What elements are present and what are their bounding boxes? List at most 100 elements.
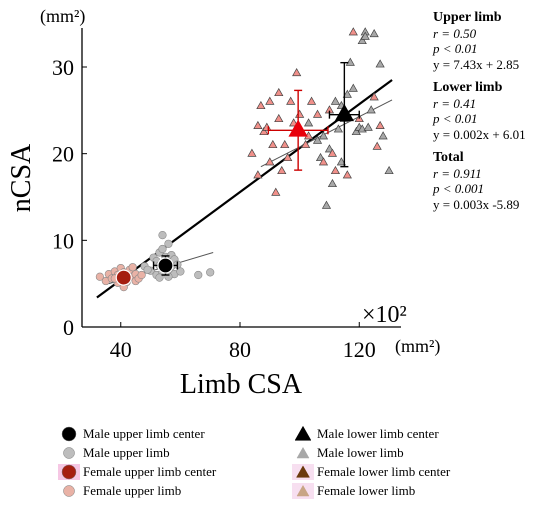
legend-marker — [58, 483, 80, 499]
legend-marker-icon — [296, 464, 310, 478]
data-point — [330, 96, 341, 105]
data-point — [271, 187, 281, 196]
data-point — [315, 152, 326, 162]
legend-label: Male upper limb — [83, 445, 170, 460]
data-point — [295, 109, 305, 118]
data-point — [206, 268, 215, 277]
data-point — [363, 122, 373, 131]
legend-marker — [292, 463, 314, 480]
x-multiplier-label: ×10² — [362, 302, 407, 328]
legend-label: Male lower limb center — [317, 426, 439, 441]
legend-entry: Male upper limb center — [58, 424, 216, 443]
legend-label: Male lower limb — [317, 445, 404, 460]
stats-equation: y = 7.43x + 2.85 — [433, 56, 520, 72]
data-point — [265, 157, 275, 166]
legend-marker — [292, 445, 314, 461]
data-point — [137, 270, 146, 280]
y-axis-label: nCSA — [6, 143, 37, 212]
legend-left: Male upper limb center Male upper limb Fem… — [58, 424, 216, 500]
upper-limb-stats: Upper limb r = 0.50 p < 0.01 y = 7.43x +… — [433, 10, 548, 72]
data-point — [357, 35, 367, 45]
data-point — [253, 120, 263, 129]
data-point — [348, 27, 358, 36]
stats-title: Lower limb — [433, 80, 503, 95]
y-tick-label: 20 — [52, 142, 74, 167]
data-point — [176, 267, 185, 276]
regression-stats: Upper limb r = 0.50 p < 0.01 y = 7.43x +… — [433, 10, 548, 220]
center-marker — [157, 257, 174, 274]
legend-label: Female upper limb center — [83, 464, 217, 479]
x-axis-label: Limb CSA — [180, 369, 303, 400]
legend-marker — [292, 425, 314, 442]
legend-entry: Female upper limb center — [58, 462, 216, 481]
legend-marker-icon — [61, 426, 77, 441]
stats-equation: y = 0.002x + 6.01 — [433, 126, 526, 142]
legend-label: Male upper limb center — [83, 426, 205, 441]
legend-label: Female lower limb — [317, 483, 416, 498]
data-point — [366, 105, 376, 114]
legend-marker-icon — [296, 446, 310, 458]
data-point — [348, 83, 358, 92]
legend-marker-icon — [296, 484, 310, 496]
data-point — [292, 67, 302, 77]
stats-title: Total — [433, 150, 464, 165]
y-tick-label: 30 — [52, 55, 74, 80]
y-unit-label: (mm²) — [40, 6, 85, 27]
legend-marker-icon — [61, 464, 77, 479]
legend-entry: Female upper limb — [58, 481, 216, 500]
data-point — [300, 139, 311, 149]
legend-label: Female upper limb — [83, 483, 182, 498]
center-marker — [288, 119, 308, 137]
data-point — [283, 152, 293, 162]
stats-p: p < 0.01 — [433, 41, 478, 56]
data-point — [247, 148, 257, 157]
data-point — [277, 165, 287, 175]
legend-marker-shape — [63, 484, 75, 497]
data-point — [194, 270, 203, 280]
data-point — [265, 96, 275, 105]
legend-marker-icon — [63, 484, 75, 497]
data-point — [158, 231, 167, 240]
y-tick-label: 10 — [52, 228, 74, 253]
legend-right: Male lower limb center Male lower limb Fem… — [292, 424, 450, 500]
stats-r: r = 0.50 — [433, 25, 477, 41]
data-point — [128, 263, 137, 272]
legend-marker-shape — [295, 425, 311, 441]
y-tick-label: 0 — [63, 315, 74, 340]
data-point — [327, 148, 338, 157]
data-point — [306, 96, 317, 105]
legend-marker-shape — [296, 464, 310, 478]
data-point — [375, 59, 385, 68]
legend-marker — [58, 426, 80, 442]
data-point — [155, 273, 164, 282]
scatter-plot: 40 80 120 0 10 20 30 Limb CSA nCSA (mm²) (mm²) ×10… — [6, 6, 440, 400]
axis-labels: Limb CSA nCSA (mm²) (mm²) ×10² — [6, 6, 440, 400]
x-tick-label: 40 — [110, 337, 132, 362]
data-point — [274, 87, 284, 97]
data-point — [369, 92, 379, 101]
data-point — [286, 96, 296, 105]
data-point — [280, 139, 290, 149]
legend-marker-shape — [61, 464, 77, 479]
data-point — [384, 165, 394, 175]
legend-marker-shape — [296, 446, 310, 458]
legend-entry: Female lower limb — [292, 481, 450, 500]
legend-marker-icon — [295, 425, 311, 441]
data-point — [327, 178, 338, 188]
data-point — [342, 170, 352, 179]
x-tick-label: 80 — [229, 337, 251, 362]
data-point — [369, 28, 379, 38]
data-point — [318, 157, 329, 166]
data-point — [95, 272, 104, 281]
stats-r: r = 0.41 — [433, 95, 477, 111]
stats-p: p < 0.001 — [433, 181, 485, 196]
data-point — [342, 89, 352, 98]
data-point — [274, 113, 284, 123]
stats-equation: y = 0.003x -5.89 — [433, 196, 520, 212]
x-unit-label: (mm²) — [395, 336, 440, 357]
legend-marker — [58, 445, 80, 461]
axes: 40 80 120 0 10 20 30 — [52, 28, 401, 362]
data-point — [158, 244, 167, 254]
data-point — [333, 124, 343, 133]
legend-entry: Male upper limb — [58, 443, 216, 462]
